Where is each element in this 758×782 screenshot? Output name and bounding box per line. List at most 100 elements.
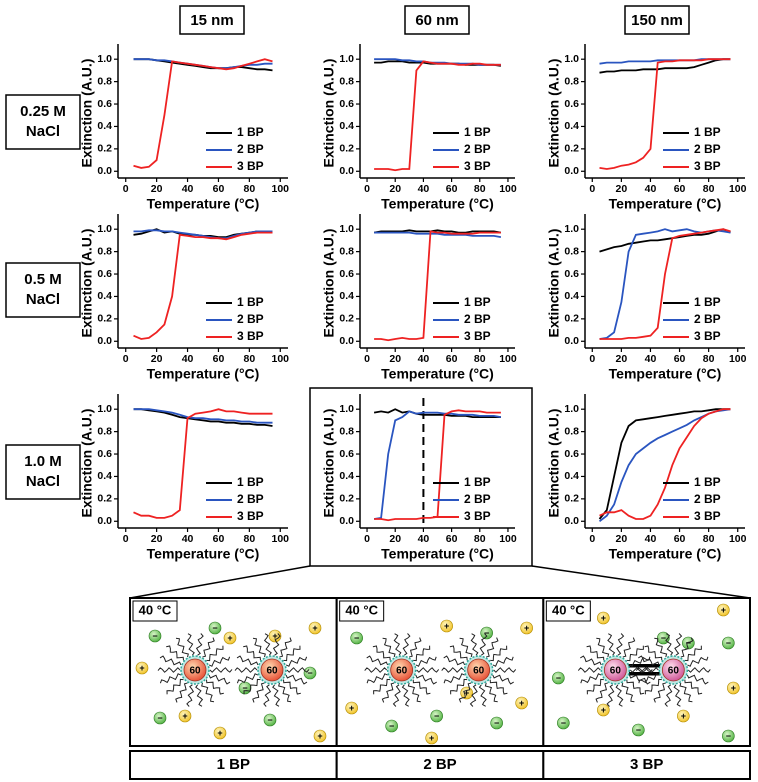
- x-tick-label: 40: [418, 353, 430, 365]
- x-tick-label: 60: [674, 183, 686, 195]
- ligand: [234, 667, 258, 673]
- x-tick-label: 60: [674, 533, 686, 545]
- y-tick-label: 0.6: [339, 98, 354, 110]
- x-tick-label: 40: [645, 353, 657, 365]
- x-tick-label: 20: [389, 183, 401, 195]
- temp-box: [339, 600, 385, 622]
- y-tick-label: 0.4: [564, 290, 579, 302]
- x-tick-label: 20: [151, 353, 163, 365]
- ligand: [175, 637, 189, 658]
- cation: [677, 709, 690, 723]
- ligand: [382, 637, 396, 658]
- cation-sign: +: [227, 633, 232, 643]
- ligand: [673, 684, 682, 707]
- x-tick-label: 40: [418, 533, 430, 545]
- row-header: 0.5 M: [24, 271, 62, 288]
- anion-sign: −: [354, 633, 359, 643]
- ligand: [372, 645, 391, 661]
- y-tick-label: 0.0: [564, 515, 579, 527]
- y-tick-label: 0.4: [339, 470, 354, 482]
- ligand: [208, 656, 231, 667]
- y-tick-label: 0.4: [97, 120, 112, 132]
- particle-label: 60: [266, 666, 278, 677]
- cation-sign: +: [429, 733, 434, 743]
- anion-sign: −: [636, 725, 641, 735]
- ligand: [409, 637, 422, 658]
- x-tick-label: 100: [729, 353, 747, 365]
- nanoparticle: [260, 658, 284, 682]
- x-tick-label: 100: [729, 183, 747, 195]
- ligand: [392, 684, 401, 707]
- anion: [430, 709, 443, 723]
- legend-label: 3 BP: [694, 509, 721, 523]
- x-tick-label: 20: [151, 183, 163, 195]
- nanoparticle: [603, 658, 627, 682]
- ligand: [626, 645, 644, 662]
- x-axis-label: Temperature (°C): [609, 366, 722, 382]
- y-axis-label: Extinction (A.U.): [546, 229, 562, 338]
- series-line: [599, 228, 731, 340]
- row-header: 0.25 M: [20, 103, 66, 120]
- x-tick-label: 80: [474, 533, 486, 545]
- series-line: [599, 58, 731, 74]
- x-tick-label: 100: [499, 353, 517, 365]
- anion-sign: −: [686, 638, 691, 648]
- cation: [268, 629, 282, 643]
- ligand: [285, 674, 308, 685]
- x-tick-label: 80: [474, 353, 486, 365]
- ligand: [209, 667, 233, 673]
- legend-label: 2 BP: [237, 142, 264, 156]
- ligand: [195, 684, 204, 707]
- ligand: [644, 645, 663, 661]
- cation: [308, 621, 322, 635]
- y-tick-label: 1.0: [564, 223, 579, 235]
- ligand: [283, 679, 301, 695]
- ligand: [615, 684, 624, 707]
- particle-label: 60: [473, 666, 485, 677]
- cation-sign: +: [312, 623, 317, 633]
- legend-label: 3 BP: [464, 329, 491, 343]
- anion: [480, 626, 493, 640]
- ligand: [159, 673, 182, 684]
- ligand: [186, 684, 195, 707]
- y-tick-label: 0.4: [339, 120, 354, 132]
- y-tick-label: 0.8: [97, 245, 112, 257]
- ligand: [687, 656, 709, 667]
- ligand: [622, 637, 636, 658]
- ligand: [479, 633, 488, 656]
- x-tick-label: 40: [645, 183, 657, 195]
- x-tick-label: 100: [272, 353, 290, 365]
- ligand: [686, 674, 709, 685]
- ligand: [493, 667, 517, 673]
- y-axis-label: Extinction (A.U.): [79, 409, 95, 518]
- legend-label: 3 BP: [694, 329, 721, 343]
- x-tick-label: 40: [645, 533, 657, 545]
- cation: [597, 611, 610, 625]
- ligand: [586, 645, 605, 661]
- x-tick-label: 0: [589, 353, 595, 365]
- row-header: NaCl: [26, 123, 60, 140]
- cation: [520, 621, 533, 635]
- anion-sign: −: [434, 711, 439, 721]
- cation-sign: +: [139, 663, 144, 673]
- x-tick-label: 0: [364, 353, 370, 365]
- ligand: [458, 682, 472, 703]
- cation-sign: +: [601, 705, 606, 715]
- y-tick-label: 0.8: [97, 75, 112, 87]
- ligand: [490, 645, 508, 662]
- cation: [425, 731, 438, 745]
- anion: [632, 723, 645, 737]
- anion: [350, 631, 363, 645]
- x-tick-label: 0: [123, 533, 129, 545]
- ligand: [441, 667, 465, 673]
- anion: [208, 621, 222, 635]
- x-tick-label: 100: [272, 533, 290, 545]
- ligand: [186, 633, 195, 656]
- legend-label: 1 BP: [694, 295, 721, 309]
- ligand: [252, 637, 266, 658]
- y-axis-label: Extinction (A.U.): [546, 409, 562, 518]
- anion-sign: −: [389, 721, 394, 731]
- ligand: [580, 655, 602, 666]
- y-tick-label: 0.0: [564, 165, 579, 177]
- ligand: [415, 674, 437, 685]
